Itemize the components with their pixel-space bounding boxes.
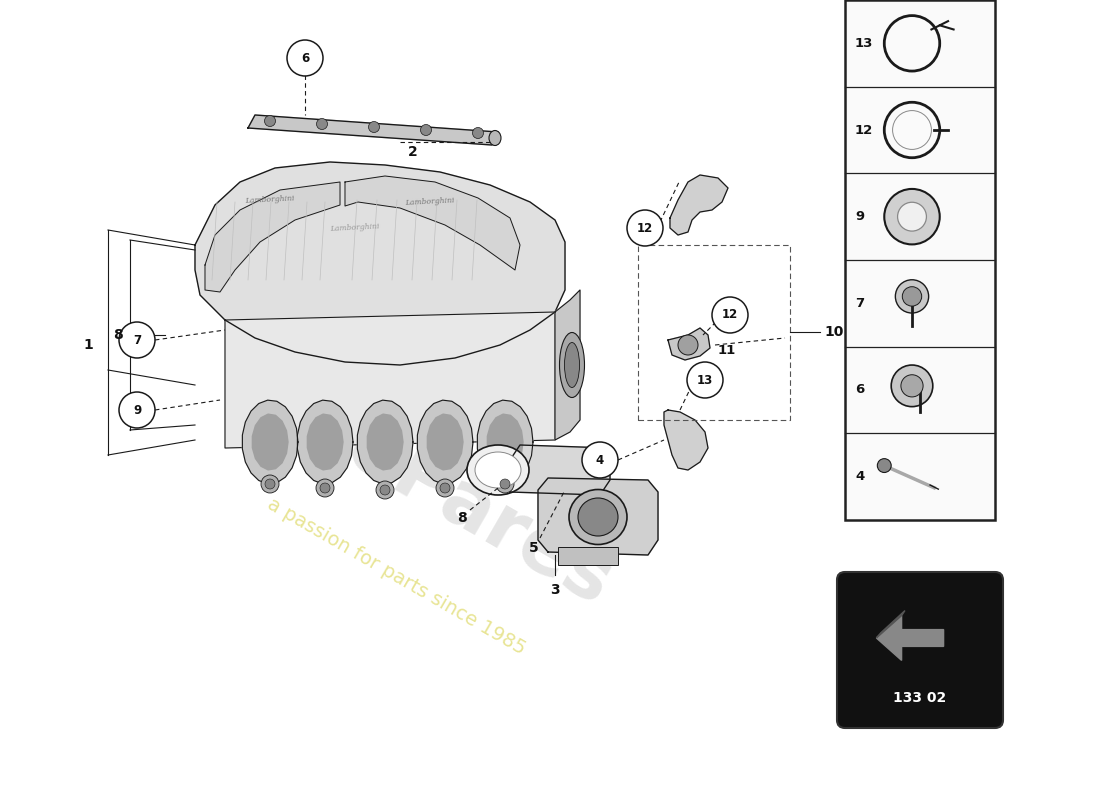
Text: 10: 10 <box>824 325 844 339</box>
Ellipse shape <box>569 490 627 545</box>
Text: 5: 5 <box>529 541 539 555</box>
Circle shape <box>878 458 891 473</box>
Text: 2: 2 <box>408 145 418 159</box>
Text: 4: 4 <box>855 470 865 483</box>
Polygon shape <box>538 478 658 555</box>
Polygon shape <box>252 414 288 470</box>
Circle shape <box>261 475 279 493</box>
Circle shape <box>265 479 275 489</box>
Circle shape <box>287 40 323 76</box>
Text: 133 02: 133 02 <box>893 691 947 705</box>
Polygon shape <box>242 400 298 484</box>
Circle shape <box>627 210 663 246</box>
Text: 1: 1 <box>84 338 92 352</box>
Circle shape <box>436 479 454 497</box>
Circle shape <box>891 365 933 406</box>
Text: 6: 6 <box>301 51 309 65</box>
Polygon shape <box>877 616 944 661</box>
Text: 9: 9 <box>855 210 865 223</box>
Bar <box>558 547 618 565</box>
Text: 6: 6 <box>855 383 865 397</box>
Circle shape <box>902 286 922 306</box>
Polygon shape <box>226 312 556 448</box>
Polygon shape <box>358 400 412 484</box>
Text: 12: 12 <box>855 123 873 137</box>
Text: 7: 7 <box>855 297 865 310</box>
Polygon shape <box>556 290 580 440</box>
Circle shape <box>895 280 928 313</box>
Polygon shape <box>664 410 708 470</box>
Ellipse shape <box>468 445 529 495</box>
Polygon shape <box>428 414 463 470</box>
Polygon shape <box>877 610 905 638</box>
Polygon shape <box>195 162 565 365</box>
Circle shape <box>420 125 431 135</box>
Circle shape <box>440 483 450 493</box>
Text: 9: 9 <box>133 403 141 417</box>
Text: 11: 11 <box>718 343 736 357</box>
Ellipse shape <box>564 342 580 387</box>
Circle shape <box>901 374 923 397</box>
Polygon shape <box>297 400 353 484</box>
Polygon shape <box>367 414 403 470</box>
Circle shape <box>678 335 698 355</box>
Circle shape <box>368 122 379 133</box>
Bar <box>845 0 996 520</box>
Text: 12: 12 <box>637 222 653 234</box>
Circle shape <box>500 479 510 489</box>
Polygon shape <box>487 414 522 470</box>
Text: Lamborghini: Lamborghini <box>330 222 380 234</box>
Circle shape <box>898 202 926 231</box>
Text: euroPares: euroPares <box>210 338 626 622</box>
Polygon shape <box>510 445 610 495</box>
Polygon shape <box>345 176 520 270</box>
Text: Lamborghini: Lamborghini <box>245 194 295 206</box>
Circle shape <box>119 392 155 428</box>
Ellipse shape <box>560 333 584 398</box>
Circle shape <box>379 485 390 495</box>
Circle shape <box>582 442 618 478</box>
Polygon shape <box>248 115 498 145</box>
Ellipse shape <box>475 452 521 488</box>
Polygon shape <box>668 328 710 360</box>
Text: 4: 4 <box>596 454 604 466</box>
Polygon shape <box>417 400 473 484</box>
Text: 7: 7 <box>133 334 141 346</box>
Polygon shape <box>477 400 534 484</box>
Ellipse shape <box>490 130 500 146</box>
Circle shape <box>264 115 275 126</box>
Circle shape <box>688 362 723 398</box>
Circle shape <box>712 297 748 333</box>
Circle shape <box>496 475 514 493</box>
Circle shape <box>316 479 334 497</box>
Text: 12: 12 <box>722 309 738 322</box>
Text: 3: 3 <box>550 583 560 597</box>
Text: Lamborghini: Lamborghini <box>405 197 455 207</box>
Circle shape <box>884 189 939 245</box>
FancyBboxPatch shape <box>837 572 1003 728</box>
Circle shape <box>473 127 484 138</box>
Ellipse shape <box>578 498 618 536</box>
Text: 8: 8 <box>113 328 123 342</box>
Circle shape <box>119 322 155 358</box>
Text: 13: 13 <box>855 37 873 50</box>
Text: 8: 8 <box>458 511 466 525</box>
Polygon shape <box>307 414 343 470</box>
Polygon shape <box>205 182 340 292</box>
Text: 13: 13 <box>697 374 713 386</box>
Circle shape <box>320 483 330 493</box>
Polygon shape <box>670 175 728 235</box>
Text: a passion for parts since 1985: a passion for parts since 1985 <box>264 494 528 658</box>
Circle shape <box>317 118 328 130</box>
Circle shape <box>376 481 394 499</box>
